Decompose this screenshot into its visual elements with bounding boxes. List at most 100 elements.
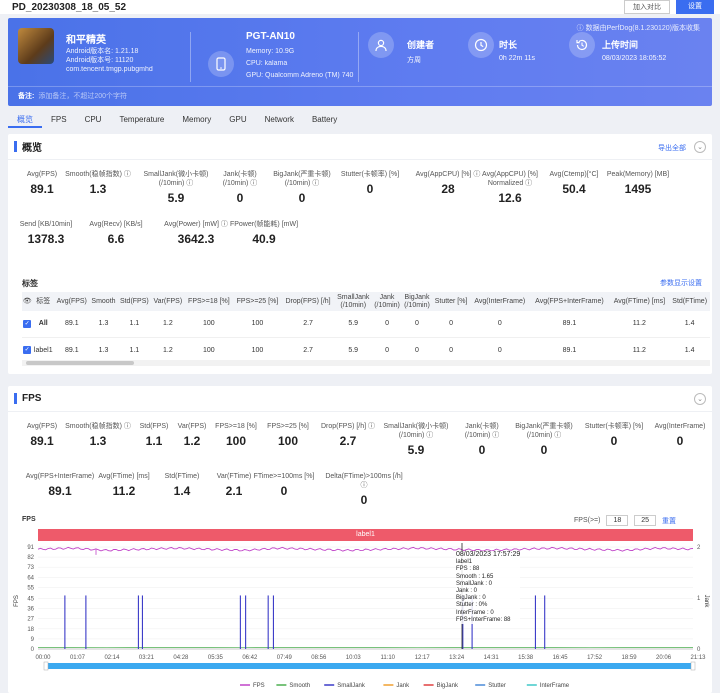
legend-label[interactable]: SmallJank: [337, 683, 366, 689]
table-cell: 0: [431, 311, 471, 338]
legend-label[interactable]: Smooth: [289, 683, 310, 689]
metric-label: FPower(帧能耗) [mW]: [229, 221, 299, 228]
overview-title: 概览: [22, 143, 42, 154]
metric-value: 40.9: [252, 232, 276, 246]
metric-label: Send [KB/10min]: [19, 221, 73, 228]
metric: Avg(FPS) 89.1: [3, 422, 81, 448]
x-tick-label: 03:21: [139, 655, 155, 661]
x-tick-label: 14:31: [484, 655, 500, 661]
collapse-icon[interactable]: ⌄: [694, 393, 706, 405]
x-tick-label: 17:52: [587, 655, 603, 661]
tooltip-line: Stutter : 0%: [456, 602, 488, 609]
chart-tooltip: 08/03/2023 17:57:29 label1 FPS : 88 Smoot…: [456, 551, 521, 625]
metric-value: 2.1: [225, 484, 243, 498]
tab-network[interactable]: Network: [264, 115, 294, 124]
table-row[interactable]: ✓ All 89.1 1.3 1.1 1.2 100 100 2.7 5.9 0 0 0 0 89.1 11.…: [22, 311, 710, 338]
metric-value: 12.6: [498, 191, 522, 205]
tab-cpu[interactable]: CPU: [84, 115, 102, 124]
column-header: 👁: [22, 292, 33, 311]
param-setting-link[interactable]: 参数显示设置: [660, 280, 702, 287]
settings-button[interactable]: 设置: [676, 0, 714, 14]
threshold-input-2[interactable]: 25: [634, 515, 657, 526]
legend-label[interactable]: FPS: [253, 683, 265, 689]
tab-fps[interactable]: FPS: [51, 115, 67, 124]
tab-temperature[interactable]: Temperature: [119, 115, 165, 124]
tab-gpu[interactable]: GPU: [229, 115, 247, 124]
column-header: Drop(FPS) [/h]: [281, 292, 335, 311]
remark-label: 备注:: [18, 93, 35, 100]
x-tick-label: 16:45: [553, 655, 569, 661]
metric-label: Var(FTime): [216, 473, 252, 480]
tags-title: 标签: [22, 279, 38, 288]
device-memory: Memory: 10.9G: [246, 48, 295, 55]
legend-label[interactable]: Stutter: [488, 683, 506, 689]
add-compare-button[interactable]: 加入对比: [624, 0, 670, 14]
label-bar[interactable]: label1: [38, 529, 693, 541]
phone-icon: [208, 51, 234, 77]
x-tick-label: 00:00: [35, 655, 51, 661]
reset-button[interactable]: 重置: [662, 517, 677, 525]
x-tick-label: 05:35: [208, 655, 224, 661]
upload-time-label: 上传时间: [602, 40, 639, 50]
metric: Delta(FTime)>100ms [/h] ⓘ 0: [325, 472, 403, 507]
legend-label[interactable]: InterFrame: [540, 683, 570, 689]
remark-input[interactable]: 添加备注，不超过200个字符: [38, 93, 128, 100]
metric-value: 89.1: [30, 434, 54, 448]
metric-label: Peak(Memory) [MB]: [606, 171, 670, 178]
table-cell: 100: [184, 337, 234, 364]
x-tick-label: 04:28: [173, 655, 189, 661]
x-tick-label: 12:17: [415, 655, 431, 661]
metric-label: Avg(FPS+InterFrame): [25, 473, 95, 480]
device-name: PGT-AN10: [246, 31, 295, 42]
metric-value: 0: [298, 191, 306, 205]
metric: Stutter(卡顿率) [%] 0: [331, 170, 409, 196]
metric-label: Avg(AppCPU) [%] ⓘ: [415, 171, 481, 178]
x-tick-label: 01:07: [70, 655, 86, 661]
table-cell: 100: [233, 311, 282, 338]
user-icon: [368, 32, 394, 58]
metric-value: 0: [610, 434, 618, 448]
metric: Std(FTime) 1.4: [143, 472, 221, 498]
tooltip-line: FPS+InterFrame: 88: [456, 616, 511, 623]
legend-label[interactable]: BigJank: [437, 683, 459, 689]
metric-label: Avg(Ctemp)[°C]: [549, 171, 599, 178]
column-header: Avg(FTime) [ms]: [609, 292, 670, 311]
tab-概览[interactable]: 概览: [8, 112, 42, 128]
metric-label: SmallJank(微小卡顿) (/10min) ⓘ: [143, 171, 209, 187]
tab-memory[interactable]: Memory: [182, 115, 212, 124]
metric-label: Avg(AppCPU) [%] Normalized ⓘ: [482, 171, 538, 187]
creator-label: 创建者: [407, 40, 435, 50]
legend-label[interactable]: Jank: [396, 683, 410, 689]
metric: Avg(Ctemp)[°C] 50.4: [535, 170, 613, 196]
table-cell: 5.9: [334, 311, 373, 338]
range-handle: [690, 661, 696, 671]
threshold-input-1[interactable]: 18: [606, 515, 629, 526]
remark-row[interactable]: 备注: 添加备注，不超过200个字符: [18, 91, 127, 101]
metric-value: 5.9: [167, 191, 185, 205]
row-checkbox[interactable]: ✓: [22, 311, 33, 338]
metric-value: 89.1: [48, 484, 72, 498]
eye-icon[interactable]: 👁: [22, 297, 32, 305]
y-tick-label: 27: [27, 617, 34, 623]
tab-battery[interactable]: Battery: [311, 115, 338, 124]
metric-label: BigJank(严重卡顿) (/10min) ⓘ: [515, 423, 573, 439]
table-scrollbar[interactable]: [22, 360, 710, 366]
column-header: Jank (/10min): [372, 292, 403, 311]
x-tick-label: 08:56: [311, 655, 327, 661]
x-tick-label: 20:06: [656, 655, 672, 661]
export-all-link[interactable]: 导出全部: [658, 145, 686, 152]
metric-value: 28: [441, 182, 455, 196]
y-tick-label: 9: [31, 637, 35, 643]
tooltip-line: BigJank : 0: [456, 595, 486, 602]
column-header: Std(FTime): [669, 292, 710, 311]
metric-value: 0: [360, 493, 368, 507]
metric: Peak(Memory) [MB] 1495: [599, 170, 677, 196]
creator-value: 方周: [407, 57, 421, 64]
table-cell: 89.1: [54, 311, 90, 338]
column-header: FPS>=25 [%]: [233, 292, 282, 311]
table-row[interactable]: ✓ label1 89.1 1.3 1.1 1.2 100 100 2.7 5.9 0 0 0 0 89.1…: [22, 337, 710, 364]
collapse-icon[interactable]: ⌄: [694, 141, 706, 153]
table-cell: 0: [470, 311, 530, 338]
fps-chart[interactable]: 0 9 18 27 36 45 55 64 73 82 91 0 1 2 FPS Jank 00:00 01:07…: [8, 541, 712, 693]
table-cell: 0: [402, 311, 432, 338]
